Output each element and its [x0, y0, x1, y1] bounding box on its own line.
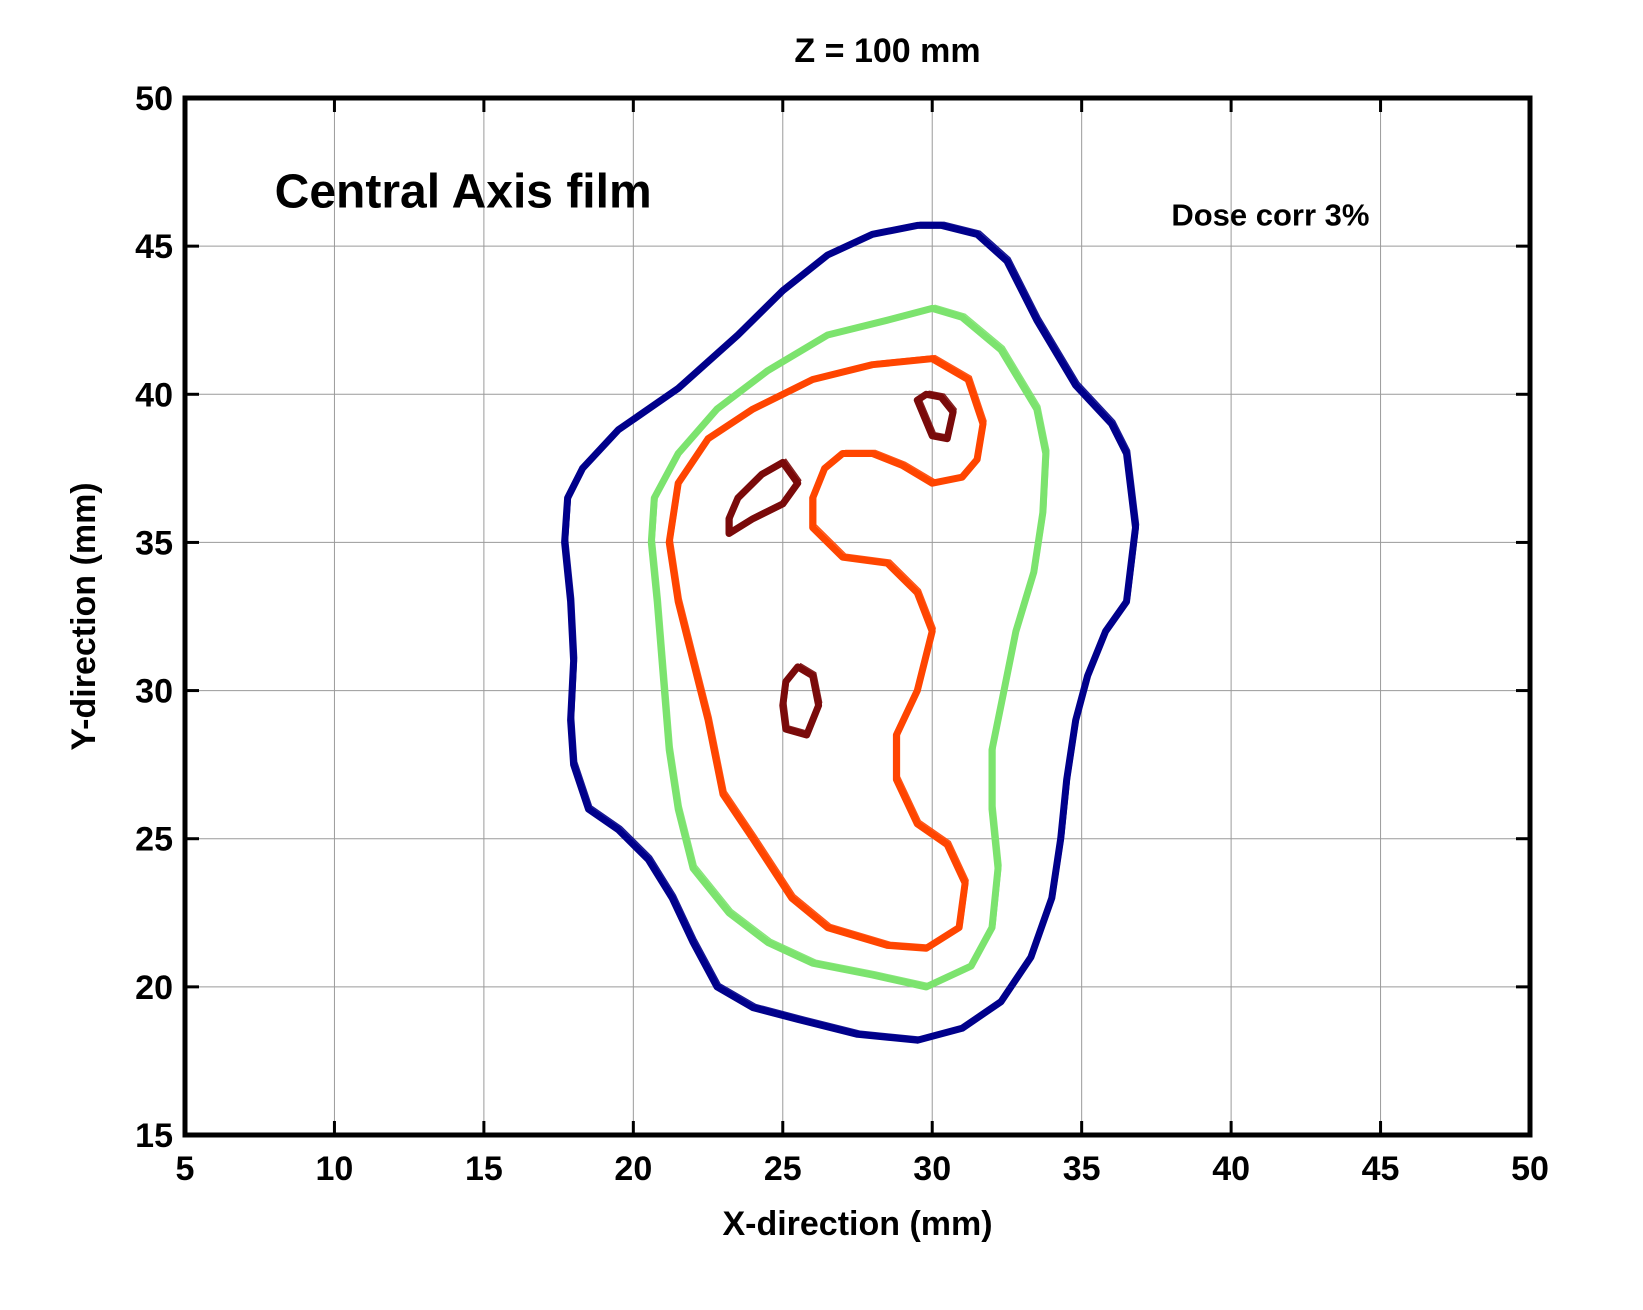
y-tick-label: 30: [135, 673, 173, 711]
y-tick-label: 40: [135, 376, 173, 414]
x-axis-title: X-direction (mm): [722, 1205, 992, 1243]
contour-series-5-thin: [785, 662, 823, 733]
contour-series-1-thin: [653, 304, 1050, 985]
x-tick-label: 5: [176, 1150, 195, 1188]
chart-title: Z = 100 mm: [794, 32, 980, 70]
y-tick-label: 25: [135, 821, 173, 859]
contour-series-4-thin: [919, 390, 957, 437]
y-tick-label: 20: [135, 969, 173, 1007]
x-tick-label: 15: [465, 1150, 503, 1188]
x-tick-label: 25: [764, 1150, 802, 1188]
x-tick-label: 20: [614, 1150, 652, 1188]
y-tick-label: 15: [135, 1117, 173, 1155]
x-tick-label: 50: [1511, 1150, 1549, 1188]
contour-series-5: [779, 663, 823, 739]
contour-series-0-thin: [566, 221, 1140, 1038]
annotation-central-axis-film: Central Axis film: [275, 166, 652, 219]
contour-series-group: [561, 221, 1140, 1044]
annotation-dose-corr: Dose corr 3%: [1171, 197, 1369, 232]
contour-series-3: [725, 458, 802, 537]
x-tick-label: 35: [1063, 1150, 1101, 1188]
x-tick-label: 40: [1212, 1150, 1250, 1188]
y-tick-label: 50: [135, 80, 173, 118]
axis-ticks: 5 10 15 20 25 30 35 40 45 50 15 20 25 30 35 40 45 50: [135, 80, 1549, 1188]
grid-lines: [184, 97, 1531, 1136]
x-tick-label: 45: [1362, 1150, 1400, 1188]
y-tick-label: 35: [135, 524, 173, 562]
contour-series-2: [665, 355, 987, 952]
plot-frame: [182, 95, 1533, 1138]
x-tick-label: 30: [913, 1150, 951, 1188]
y-tick-label: 45: [135, 228, 173, 266]
contour-series-2-thin: [671, 354, 987, 947]
contour-series-4: [913, 390, 957, 443]
y-axis-title: Y-direction (mm): [65, 482, 103, 750]
x-tick-label: 10: [316, 1150, 354, 1188]
contour-series-3-thin: [731, 458, 802, 532]
contour-series-0: [561, 221, 1139, 1044]
contour-series-1: [647, 304, 1050, 991]
